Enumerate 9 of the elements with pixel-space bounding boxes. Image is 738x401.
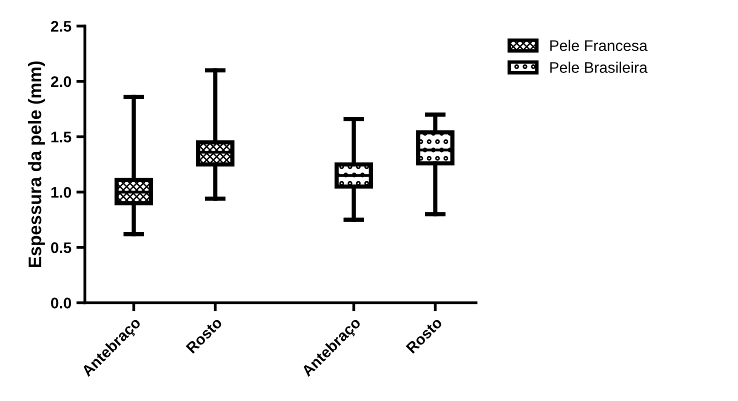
legend-label: Pele Brasileira: [550, 62, 648, 73]
y-tick-label: 2.0: [50, 76, 72, 88]
legend-label: Pele Francesa: [550, 40, 648, 52]
y-tick-label: 0.5: [51, 242, 72, 254]
y-tick-label: 1.0: [51, 186, 72, 198]
y-tick-label: 0.0: [51, 298, 72, 308]
y-tick-label: 2.5: [50, 20, 72, 32]
y-tick-label: 1.5: [51, 132, 72, 142]
y-axis-title: Espessura da pele (mm): [28, 61, 45, 268]
